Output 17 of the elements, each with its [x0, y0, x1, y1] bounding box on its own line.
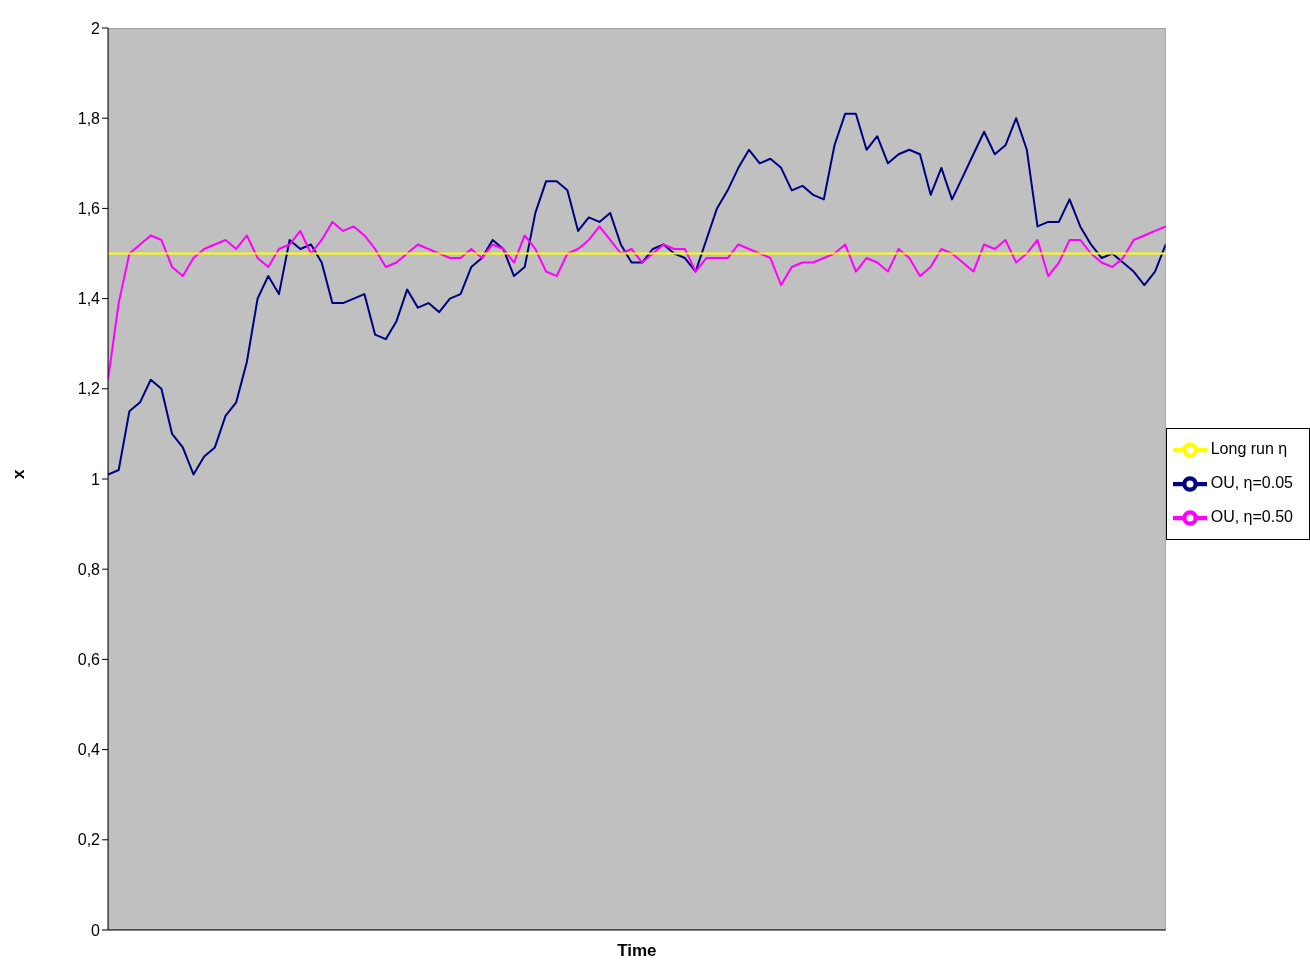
y-tick-label: 0 [91, 921, 101, 939]
y-tick-label: 1,2 [77, 380, 101, 398]
y-tick-label: 0,8 [77, 560, 101, 578]
legend-label: Long run η [1210, 440, 1288, 458]
y-tick-label: 1,8 [77, 109, 101, 127]
y-tick-label: 1 [91, 470, 101, 488]
legend-label: OU, η=0.05 [1210, 474, 1293, 492]
y-tick-label: 0,6 [77, 651, 101, 669]
y-tick-label: 2 [91, 19, 101, 37]
x-axis-title: Time [617, 941, 657, 960]
y-axis-title: x [9, 469, 29, 479]
y-tick-label: 0,4 [77, 741, 101, 759]
y-tick-label: 0,2 [77, 831, 101, 849]
line-series [108, 112, 1166, 476]
y-tick-label: 1,4 [77, 290, 101, 308]
legend-label: OU, η=0.50 [1210, 508, 1293, 526]
y-tick-label: 1,6 [77, 200, 101, 218]
